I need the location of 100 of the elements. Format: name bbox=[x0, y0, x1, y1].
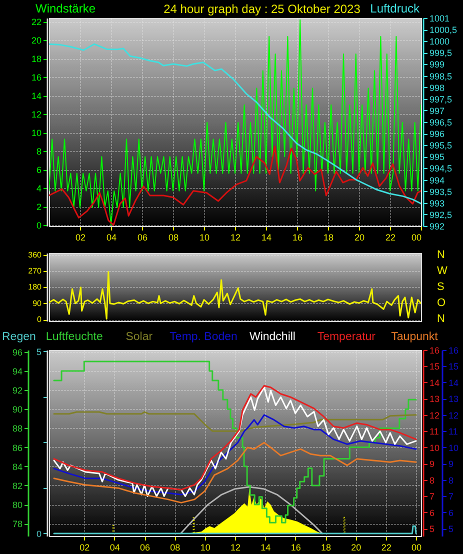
y3-tick-label: 6 bbox=[448, 508, 454, 518]
x-tick-label: 22 bbox=[381, 542, 392, 552]
y3-tick-label: 12 bbox=[448, 410, 459, 420]
y-tick-label: 92 bbox=[12, 386, 22, 396]
y2-tick-label: 998 bbox=[430, 82, 445, 93]
y2-tick-label: 993 bbox=[430, 198, 445, 208]
category-label: N bbox=[437, 248, 445, 261]
line-series bbox=[53, 414, 417, 496]
y-tick-label: 0 bbox=[37, 315, 42, 324]
x-tick-label: 18 bbox=[320, 542, 332, 552]
y-tick-label: 22 bbox=[31, 17, 42, 28]
y3-tick-label: 15 bbox=[448, 362, 459, 372]
y2-tick-label: 8 bbox=[430, 475, 435, 486]
text: Taupunkt bbox=[391, 331, 439, 343]
y-tick-label: 94 bbox=[12, 366, 22, 376]
y2-tick-label: 995 bbox=[430, 152, 445, 162]
x-tick-label: 10 bbox=[200, 542, 210, 552]
y2-axis-title: Luftdruck bbox=[370, 2, 420, 16]
y-tick-label: 78 bbox=[12, 519, 22, 530]
y-tick-label: 96 bbox=[12, 347, 22, 358]
text: Temperatur bbox=[317, 331, 376, 343]
category-label: O bbox=[437, 297, 446, 310]
x-tick-label: 02 bbox=[75, 232, 86, 242]
x-tick-label: 06 bbox=[137, 232, 148, 242]
line-series bbox=[53, 411, 417, 432]
text: Regen bbox=[2, 331, 36, 343]
y-tick-label: 88 bbox=[12, 424, 22, 434]
y-axis-title: Windstärke bbox=[36, 2, 96, 16]
y-tick-label: 4 bbox=[36, 184, 42, 194]
y-tick-label: 6 bbox=[36, 165, 42, 176]
y2-tick-label: 993,5 bbox=[430, 186, 452, 197]
y-tick-label: 0 bbox=[36, 220, 42, 231]
text: Windchill bbox=[249, 331, 296, 343]
y-tick-label: 80 bbox=[12, 500, 22, 510]
y3-tick-label: 16 bbox=[448, 346, 459, 356]
x-tick-label: 20 bbox=[354, 232, 365, 242]
y-tick-label: 20 bbox=[31, 36, 42, 46]
y-tick-label: 90 bbox=[12, 404, 22, 415]
y2-tick-label: 996,5 bbox=[430, 118, 452, 128]
category-label: N bbox=[437, 313, 445, 326]
x-tick-label: 18 bbox=[323, 232, 334, 242]
y-tick-label: 18 bbox=[31, 54, 42, 64]
x-tick-label: 14 bbox=[260, 542, 271, 552]
y3-tick-label: 7 bbox=[448, 492, 454, 502]
y2-tick-label: 13 bbox=[430, 394, 440, 404]
x-tick-label: 04 bbox=[110, 542, 120, 552]
y3-tick-label: 13 bbox=[448, 394, 459, 404]
bar bbox=[343, 516, 346, 534]
y2-tick-label: 997,5 bbox=[430, 94, 452, 104]
y-tick-label: 82 bbox=[12, 480, 22, 491]
x-tick-label: 00 bbox=[411, 232, 422, 242]
y2-tick-label: 6 bbox=[430, 508, 435, 518]
y-tick-label: 90 bbox=[32, 298, 42, 308]
x-tick-label: 06 bbox=[140, 542, 150, 552]
y2-tick-label: 992,5 bbox=[430, 210, 452, 220]
text: Solar bbox=[126, 331, 153, 343]
y-tick-label: 2 bbox=[36, 202, 42, 212]
line-series bbox=[53, 442, 417, 504]
y2-tick-label: 995,5 bbox=[430, 140, 452, 151]
y3-tick-label: 11 bbox=[448, 426, 458, 437]
y2-tick-label: 992 bbox=[430, 222, 445, 232]
y3-tick-label: 5 bbox=[448, 524, 454, 534]
x-tick-label: 16 bbox=[290, 542, 301, 552]
x-tick-label: 08 bbox=[168, 232, 179, 242]
y2-tick-label: 15 bbox=[430, 362, 440, 372]
x-tick-label: 02 bbox=[80, 542, 90, 552]
bar bbox=[192, 517, 195, 534]
y2-tick-label: 9 bbox=[430, 459, 435, 470]
y2-tick-label: 999 bbox=[430, 60, 445, 70]
text: Temp. Boden bbox=[170, 331, 238, 343]
y2-tick-label: 5 bbox=[430, 524, 435, 534]
y-tick-label: 12 bbox=[31, 110, 42, 120]
y-tick-label: 180 bbox=[28, 282, 42, 292]
y-tick-label: 16 bbox=[31, 72, 42, 83]
y-tick-label: 5 bbox=[36, 346, 42, 357]
y-tick-label: 10 bbox=[31, 128, 42, 138]
y-tick-label: 8 bbox=[36, 146, 42, 157]
y2-tick-label: 998,5 bbox=[430, 71, 452, 82]
y2-tick-label: 994 bbox=[430, 175, 445, 186]
y3-tick-label: 10 bbox=[448, 442, 459, 453]
series-label: Luftfeuchte bbox=[46, 331, 103, 343]
category-label: W bbox=[437, 264, 448, 277]
y-tick-label: 0 bbox=[36, 528, 42, 539]
x-tick-label: 12 bbox=[230, 232, 241, 242]
y2-tick-label: 7 bbox=[430, 492, 435, 502]
x-tick-label: 08 bbox=[170, 542, 180, 552]
y-tick-label: 86 bbox=[12, 442, 22, 453]
y-tick-label: 14 bbox=[31, 91, 42, 102]
y2-tick-label: 10 bbox=[430, 442, 440, 453]
y-tick-label: 84 bbox=[12, 462, 22, 472]
x-tick-label: 16 bbox=[292, 232, 303, 242]
y2-tick-label: 1000 bbox=[430, 36, 450, 47]
x-tick-label: 20 bbox=[351, 542, 362, 552]
x-tick-label: 14 bbox=[261, 232, 272, 242]
x-tick-label: 12 bbox=[230, 542, 241, 552]
y2-tick-label: 996 bbox=[430, 129, 445, 140]
x-tick-label: 04 bbox=[106, 232, 117, 242]
y-tick-label: 270 bbox=[28, 266, 42, 276]
x-tick-label: 10 bbox=[199, 232, 210, 242]
y2-tick-label: 1001 bbox=[430, 14, 450, 24]
